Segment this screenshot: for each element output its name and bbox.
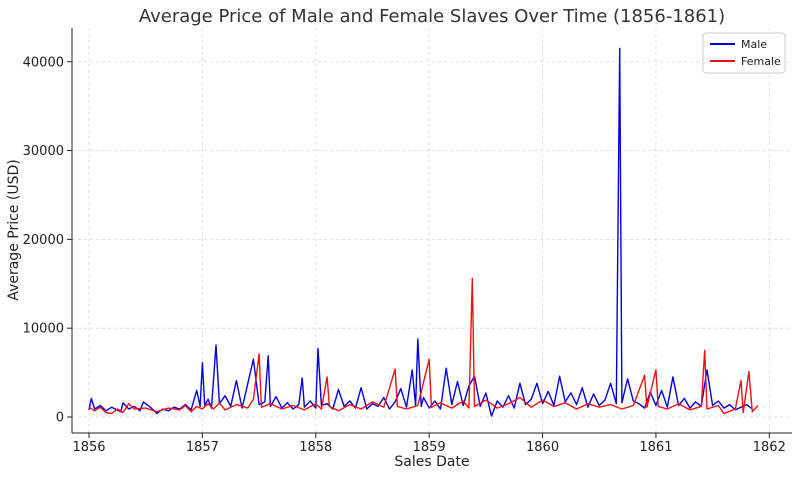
chart-title: Average Price of Male and Female Slaves … bbox=[139, 6, 725, 27]
y-axis-label: Average Price (USD) bbox=[6, 159, 22, 300]
legend-label-male: Male bbox=[741, 38, 767, 51]
x-tick-label: 1860 bbox=[526, 440, 559, 455]
x-axis-label: Sales Date bbox=[394, 454, 469, 470]
ticks: 1856 1857 1858 1859 1860 1861 1862 0 10000 20000 3… bbox=[23, 55, 786, 455]
y-tick-label: 10000 bbox=[23, 322, 64, 337]
series-lines bbox=[88, 47, 759, 417]
series-line-female bbox=[88, 277, 759, 415]
y-tick-label: 30000 bbox=[23, 144, 64, 159]
y-tick-label: 0 bbox=[56, 411, 64, 426]
x-tick-label: 1861 bbox=[639, 440, 672, 455]
series-line-male bbox=[88, 47, 753, 417]
axes bbox=[71, 28, 792, 434]
grid bbox=[72, 28, 792, 433]
y-tick-label: 20000 bbox=[23, 233, 64, 248]
x-tick-label: 1859 bbox=[413, 440, 446, 455]
x-tick-label: 1862 bbox=[753, 440, 786, 455]
legend: Male Female bbox=[702, 32, 786, 74]
x-tick-label: 1857 bbox=[186, 440, 219, 455]
legend-label-female: Female bbox=[741, 55, 781, 68]
x-tick-label: 1856 bbox=[72, 440, 105, 455]
y-tick-label: 40000 bbox=[23, 55, 64, 70]
x-tick-label: 1858 bbox=[299, 440, 332, 455]
